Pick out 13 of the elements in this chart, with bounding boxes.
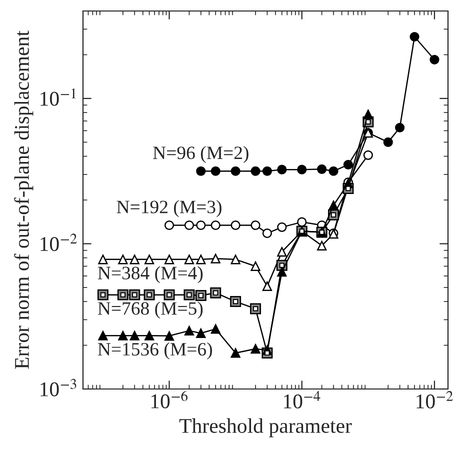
series-label: N=96 (M=2) <box>153 146 248 163</box>
series-label: N=768 (M=5) <box>98 302 203 319</box>
series-label: N=384 (M=4) <box>98 266 203 284</box>
y-axis-title: Error norm of out-of-plane displacement <box>14 30 34 369</box>
series-label: N=1536 (M=6) <box>98 342 212 360</box>
y-tick-label: 10$^{−1}$ <box>40 88 76 106</box>
x-axis-title: Threshold parameter <box>179 418 352 438</box>
y-tick-label: 10$^{−2}$ <box>40 234 77 252</box>
x-tick-label: 10$^{−6}$ <box>151 390 188 408</box>
x-tick-label: 10$^{−2}$ <box>416 391 453 408</box>
x-tick-label: 10$^{−4}$ <box>284 391 320 408</box>
series-label: N=192 (M=3) <box>116 200 222 218</box>
y-tick-label: 10$^{−3}$ <box>40 378 76 396</box>
